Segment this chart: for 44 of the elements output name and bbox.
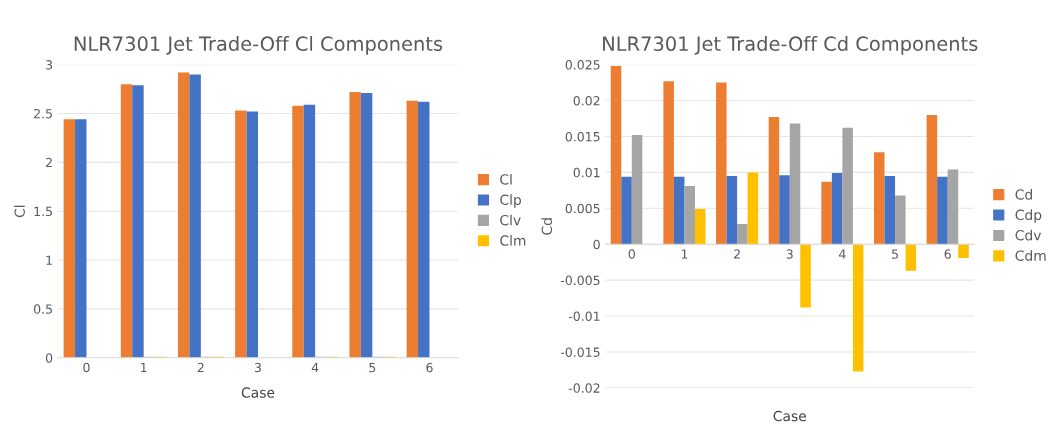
x-tick-label: 4 [839,249,846,259]
y-tick-label: 0.01 [573,167,600,178]
chart-title: NLR7301 Jet Trade-Off Cl Components [74,35,443,55]
x-tick-label: 0 [83,362,90,373]
x-tick-label: 4 [311,362,319,373]
x-tick-label: 5 [892,249,898,259]
y-tick-label: 0.005 [565,203,600,214]
x-axis-title: Case [241,387,275,398]
x-tick-label: 0 [628,249,635,259]
y-tick-label: 1.5 [34,206,52,217]
legend-label: Cdm [1015,250,1046,261]
y-tick-label: 0 [45,353,53,363]
legend-label: Cdv [1015,229,1042,241]
y-tick-label: -0.01 [568,311,600,321]
x-tick-label: 3 [254,362,261,373]
legend-label: Clm [500,235,526,246]
legend-label: Cdp [1015,209,1042,223]
x-tick-label: 6 [944,249,951,259]
x-axis-title: Case [773,410,807,422]
y-tick-label: -0.02 [568,383,600,393]
y-tick-label: 0 [593,239,600,250]
y-tick-label: -0.015 [560,347,600,357]
legend-label: Clp [500,194,522,208]
y-axis-title: Cd [541,218,553,235]
x-tick-label: 3 [786,249,793,259]
legend-label: Cl [500,173,512,185]
y-tick-label: 0.015 [565,131,600,142]
x-tick-label: 2 [734,249,740,259]
y-tick-label: 0.5 [34,304,52,314]
y-tick-label: 2 [46,157,52,168]
x-tick-label: 2 [197,362,204,373]
y-tick-label: 3 [46,60,53,70]
y-axis-title: Cl [14,205,25,218]
y-tick-label: 0.025 [565,60,600,70]
x-tick-label: 1 [681,249,688,259]
x-tick-label: 1 [141,362,147,373]
y-tick-label: 0.02 [573,96,600,106]
legend-label: Cd [1015,188,1032,200]
x-tick-label: 5 [369,362,376,373]
x-tick-label: 6 [426,362,433,373]
y-tick-label: -0.005 [560,275,600,286]
chart-title: NLR7301 Jet Trade-Off Cd Components [603,35,978,55]
y-tick-label: 2.5 [34,108,52,119]
legend-label: Clv [500,214,521,226]
